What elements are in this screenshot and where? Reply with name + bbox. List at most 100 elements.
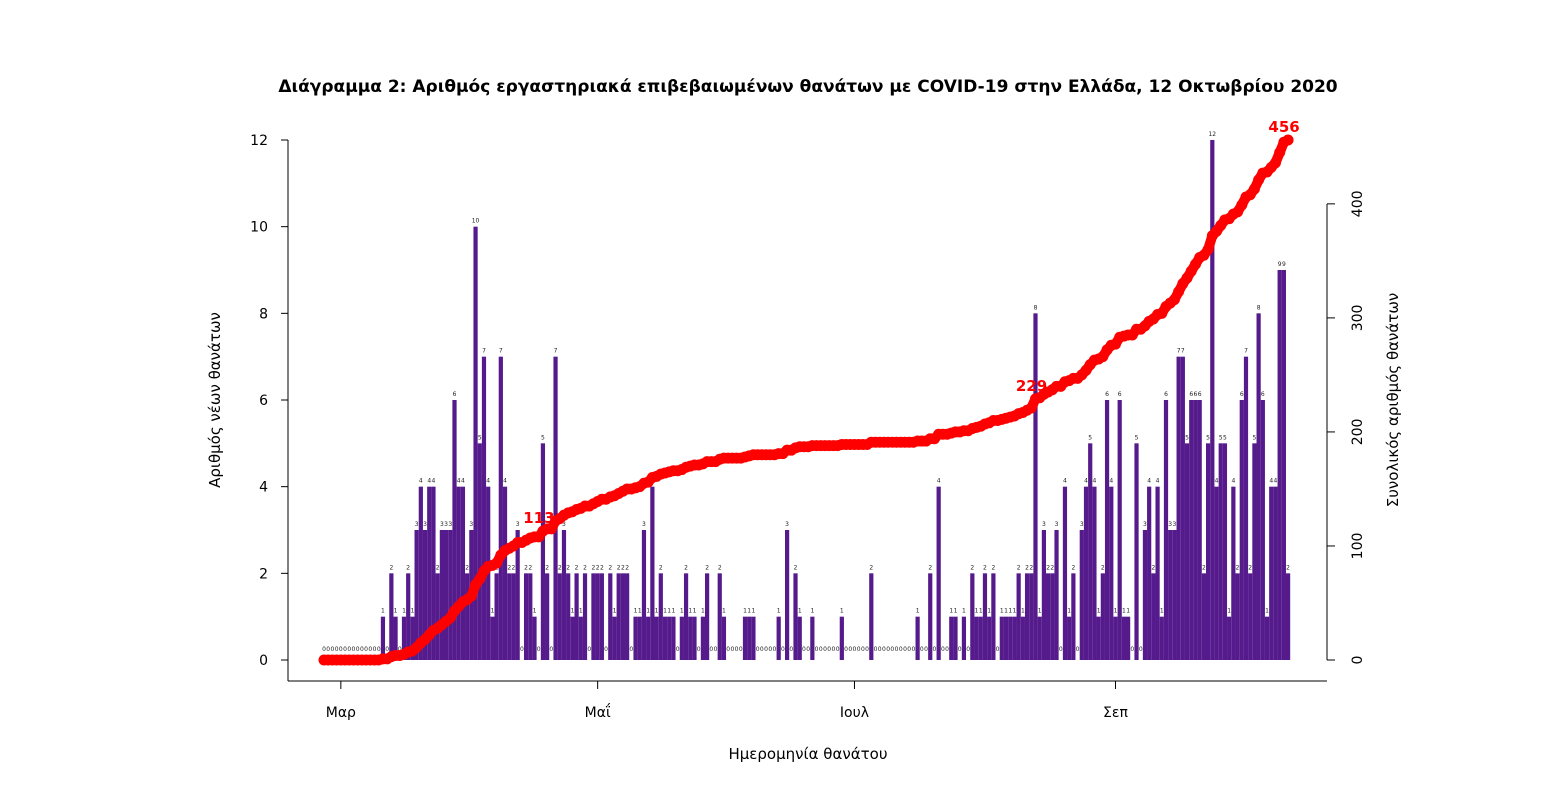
bar: [1193, 400, 1198, 660]
bar-value-label: 0: [735, 646, 739, 653]
bar: [1046, 573, 1051, 660]
bar: [452, 400, 457, 660]
bar-value-label: 0: [726, 646, 730, 653]
bar-value-label: 2: [406, 564, 410, 571]
y-tick-label: 8: [259, 306, 268, 322]
bar: [692, 616, 697, 660]
bar-value-label: 1: [752, 608, 756, 615]
bar-value-label: 1: [663, 608, 667, 615]
bar-value-label: 0: [398, 646, 402, 653]
bar-value-label: 0: [377, 646, 381, 653]
bar-value-label: 2: [1151, 564, 1155, 571]
bar: [1109, 486, 1114, 660]
bar-value-label: 2: [1101, 564, 1105, 571]
bars: [380, 140, 1291, 660]
bar: [1037, 616, 1042, 660]
bar: [654, 616, 659, 660]
y2-axis-label: Συνολικός αριθμός θανάτων: [1384, 293, 1402, 508]
cumulative-annotation-456: 456: [1268, 118, 1299, 136]
bar: [949, 616, 954, 660]
bar: [1142, 530, 1148, 660]
bar: [1256, 313, 1261, 660]
bar-value-label: 9: [1282, 261, 1286, 268]
bar: [422, 530, 428, 660]
bar-value-label: 2: [659, 564, 663, 571]
bar-value-label: 3: [1055, 521, 1059, 528]
bar-value-label: 8: [1257, 304, 1261, 311]
bar-value-label: 9: [1278, 261, 1282, 268]
bar: [591, 573, 596, 660]
bar-value-label: 0: [865, 646, 869, 653]
bar-value-label: 2: [596, 564, 600, 571]
bar-value-label: 1: [570, 608, 574, 615]
bar: [1113, 616, 1118, 660]
bar-value-label: 8: [1034, 304, 1038, 311]
y2-tick-label: 300: [1350, 305, 1366, 332]
bar: [1083, 486, 1089, 660]
bar-value-label: 1: [916, 608, 920, 615]
bar-value-label: 0: [958, 646, 962, 653]
bar-value-label: 2: [465, 564, 469, 571]
bar-value-label: 0: [861, 646, 865, 653]
bar-value-label: 1: [693, 608, 697, 615]
bar: [1008, 616, 1013, 660]
bar-value-label: 1: [1160, 608, 1164, 615]
bar-value-label: 0: [1139, 646, 1143, 653]
bar-value-label: 10: [472, 218, 480, 225]
bar-value-label: 7: [499, 348, 503, 355]
bar-value-label: 0: [1130, 646, 1134, 653]
bar-value-label: 1: [667, 608, 671, 615]
bar-value-label: 0: [343, 646, 347, 653]
bar-value-label: 2: [389, 564, 393, 571]
bar-value-label: 7: [1244, 348, 1248, 355]
bar: [1033, 313, 1038, 660]
bar: [1155, 486, 1160, 660]
bar: [1134, 443, 1139, 660]
bar-value-label: 3: [785, 521, 789, 528]
x-tick-label-2: Ιουλ: [840, 705, 869, 721]
bar-value-label: 0: [368, 646, 372, 653]
bar-value-label: 5: [1185, 434, 1189, 441]
y-ticks: 0 2 4 6 8 10 12: [250, 133, 288, 669]
bar-value-label: 3: [1143, 521, 1147, 528]
cumulative-point: [1282, 134, 1294, 146]
bar: [515, 530, 520, 660]
bar: [1184, 443, 1190, 660]
bar: [608, 573, 613, 660]
bar-value-label: 1: [688, 608, 692, 615]
bar-value-label: 4: [432, 478, 436, 485]
bar-value-label: 1: [962, 608, 966, 615]
y-tick-label: 12: [250, 133, 268, 149]
bar-value-label: 3: [423, 521, 427, 528]
bar-value-label: 0: [920, 646, 924, 653]
y2-tick-label: 100: [1350, 533, 1366, 560]
bar-value-label: 0: [933, 646, 937, 653]
bar-value-label: 0: [322, 646, 326, 653]
bar: [620, 573, 626, 660]
cumulative-point: [1025, 402, 1037, 414]
bar-value-label: 1: [613, 608, 617, 615]
bar-value-label: 3: [469, 521, 473, 528]
bar-value-label: 1: [1038, 608, 1042, 615]
y2-tick-label: 400: [1350, 190, 1366, 217]
bar-value-label: 0: [899, 646, 903, 653]
bar-value-label: 0: [587, 646, 591, 653]
bar-value-label: 2: [928, 564, 932, 571]
bar-value-label: 1: [533, 608, 537, 615]
bar-value-label: 0: [739, 646, 743, 653]
bar-value-label: 2: [1025, 564, 1029, 571]
bar-value-label: 0: [853, 646, 857, 653]
bar-value-label: 1: [655, 608, 659, 615]
bar: [1218, 443, 1223, 660]
y2-tick-label: 200: [1350, 419, 1366, 446]
bar-value-label: 2: [575, 564, 579, 571]
bar: [683, 573, 689, 660]
bar: [1176, 356, 1181, 660]
bar: [393, 616, 398, 660]
bar: [658, 573, 663, 660]
bar-value-label: 0: [339, 646, 343, 653]
bar-value-label: 4: [503, 478, 507, 485]
bar-value-label: 2: [1050, 564, 1054, 571]
bar-value-label: 1: [979, 608, 983, 615]
